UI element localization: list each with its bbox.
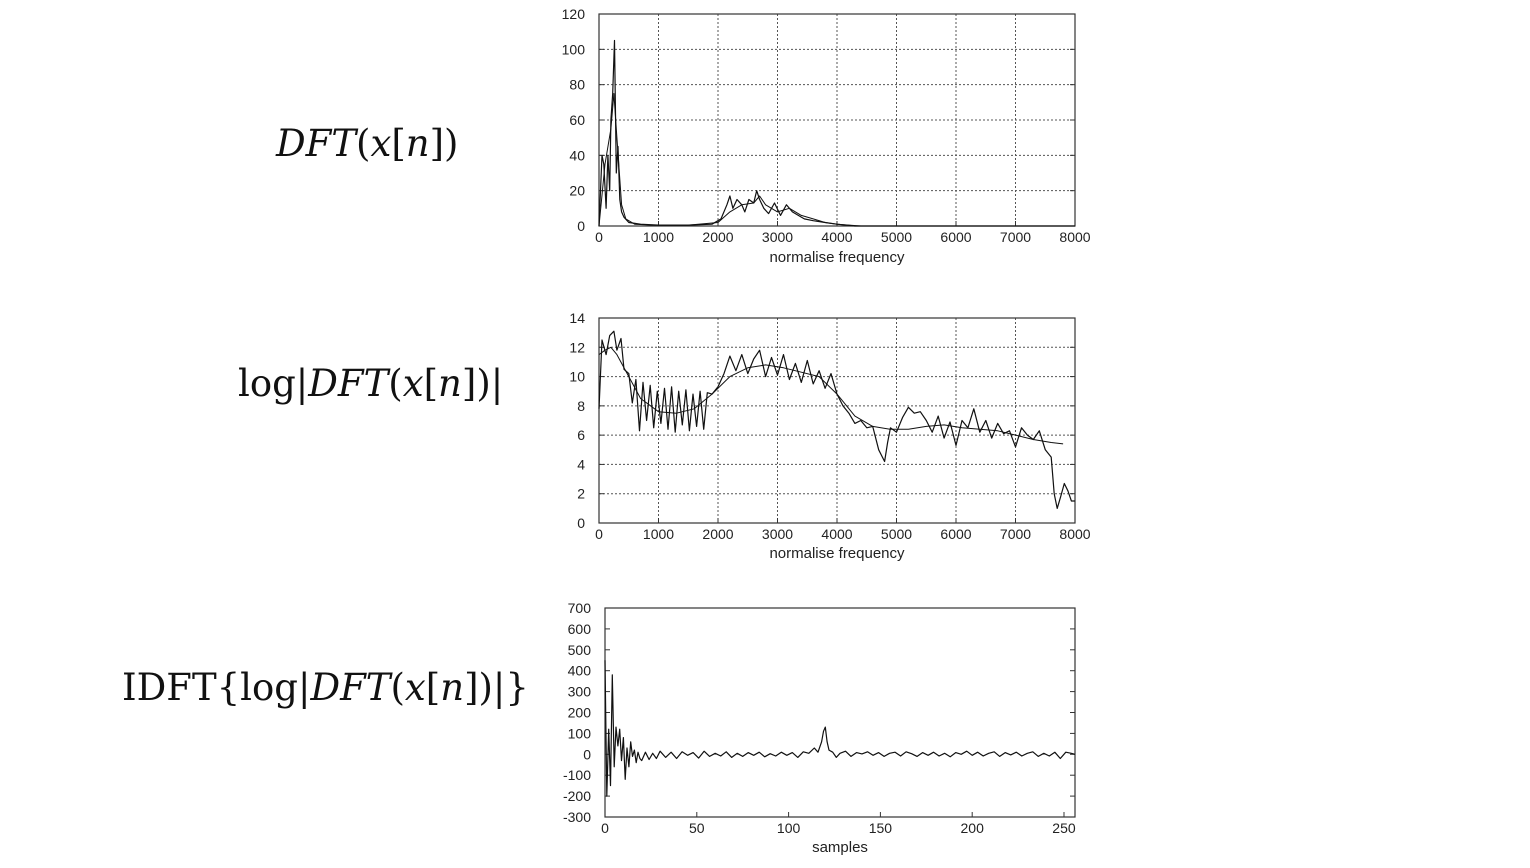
y-tick-label: 2 bbox=[577, 486, 585, 502]
x-tick-label: 5000 bbox=[881, 526, 912, 542]
plot-frame bbox=[598, 317, 1076, 524]
eq-paren: ( bbox=[356, 122, 371, 165]
x-tick-label: 150 bbox=[869, 820, 893, 836]
eq-dft-text: DFT bbox=[276, 122, 357, 165]
y-tick-label: 0 bbox=[577, 515, 585, 531]
x-tick-label: 4000 bbox=[821, 526, 852, 542]
x-axis-label: normalise frequency bbox=[769, 249, 905, 266]
eq-log: log bbox=[238, 362, 296, 405]
x-tick-label: 6000 bbox=[940, 229, 971, 245]
x-axis-label: normalise frequency bbox=[769, 545, 905, 562]
y-tick-label: 80 bbox=[569, 77, 585, 93]
x-tick-label: 6000 bbox=[940, 526, 971, 542]
equation-idft-log-dft: IDFT{log|DFT(x[n])|} bbox=[122, 666, 529, 709]
equation-dft: DFT(x[n]) bbox=[276, 122, 459, 165]
equation-log-dft: log|DFT(x[n])| bbox=[238, 362, 503, 405]
y-tick-label: 10 bbox=[569, 369, 585, 385]
eq-var-n: n bbox=[405, 122, 430, 165]
eq-bar: | bbox=[295, 362, 309, 405]
eq-dft-text: DFT bbox=[308, 362, 389, 405]
y-tick-label: 14 bbox=[569, 310, 585, 326]
x-tick-label: 3000 bbox=[762, 526, 793, 542]
y-tick-label: 500 bbox=[568, 642, 592, 658]
eq-idft-log: IDFT{log| bbox=[122, 666, 311, 709]
y-tick-label: 400 bbox=[568, 663, 592, 679]
x-tick-label: 2000 bbox=[702, 229, 733, 245]
eq-close: ])| bbox=[461, 362, 504, 405]
y-tick-label: 200 bbox=[568, 705, 592, 721]
y-tick-label: -300 bbox=[563, 809, 591, 825]
x-tick-label: 0 bbox=[601, 820, 609, 836]
y-tick-label: 100 bbox=[562, 41, 586, 57]
x-tick-label: 200 bbox=[961, 820, 985, 836]
y-tick-label: 0 bbox=[583, 746, 591, 762]
eq-var-x: x bbox=[402, 362, 424, 405]
eq-dft-text: DFT bbox=[310, 666, 391, 709]
y-tick-label: 60 bbox=[569, 112, 585, 128]
series-line-1 bbox=[598, 330, 1075, 509]
y-tick-label: -200 bbox=[563, 788, 591, 804]
y-tick-label: 6 bbox=[577, 427, 585, 443]
x-axis-label: samples bbox=[812, 839, 868, 856]
eq-paren: ( bbox=[390, 666, 405, 709]
series-line-1 bbox=[598, 39, 1075, 227]
x-tick-label: 4000 bbox=[821, 229, 852, 245]
series-line-2 bbox=[598, 346, 1064, 445]
plot-frame bbox=[604, 607, 1076, 818]
x-tick-label: 50 bbox=[689, 820, 705, 836]
x-tick-label: 1000 bbox=[643, 229, 674, 245]
y-tick-label: 600 bbox=[568, 621, 592, 637]
y-tick-label: 40 bbox=[569, 147, 585, 163]
eq-bracket: [ bbox=[391, 122, 406, 165]
y-tick-label: 300 bbox=[568, 684, 592, 700]
y-tick-label: 12 bbox=[569, 339, 585, 355]
eq-bracket: [ bbox=[423, 362, 439, 405]
y-tick-label: 100 bbox=[568, 725, 592, 741]
y-tick-label: 8 bbox=[577, 398, 585, 414]
series-line-2 bbox=[598, 93, 1075, 227]
x-tick-label: 8000 bbox=[1059, 229, 1090, 245]
series-line-1 bbox=[604, 660, 1076, 797]
eq-var-x: x bbox=[404, 666, 426, 709]
eq-close: ])|} bbox=[464, 666, 529, 709]
x-tick-label: 100 bbox=[777, 820, 801, 836]
y-tick-label: 20 bbox=[569, 183, 585, 199]
y-tick-label: 700 bbox=[568, 600, 592, 616]
y-tick-label: 4 bbox=[577, 456, 585, 472]
y-tick-label: 0 bbox=[577, 218, 585, 234]
x-tick-label: 3000 bbox=[762, 229, 793, 245]
x-tick-label: 250 bbox=[1052, 820, 1076, 836]
eq-paren: ( bbox=[388, 362, 403, 405]
eq-var-n: n bbox=[438, 362, 462, 405]
eq-var-x: x bbox=[370, 122, 392, 165]
eq-var-n: n bbox=[440, 666, 465, 709]
x-tick-label: 0 bbox=[595, 229, 603, 245]
x-tick-label: 5000 bbox=[881, 229, 912, 245]
y-tick-label: 120 bbox=[562, 6, 586, 22]
x-tick-label: 8000 bbox=[1059, 526, 1090, 542]
x-tick-label: 2000 bbox=[702, 526, 733, 542]
eq-close: ]) bbox=[429, 122, 459, 165]
x-tick-label: 7000 bbox=[1000, 526, 1031, 542]
x-tick-label: 0 bbox=[595, 526, 603, 542]
eq-bracket: [ bbox=[425, 666, 441, 709]
y-tick-label: -100 bbox=[563, 767, 591, 783]
x-tick-label: 7000 bbox=[1000, 229, 1031, 245]
x-tick-label: 1000 bbox=[643, 526, 674, 542]
